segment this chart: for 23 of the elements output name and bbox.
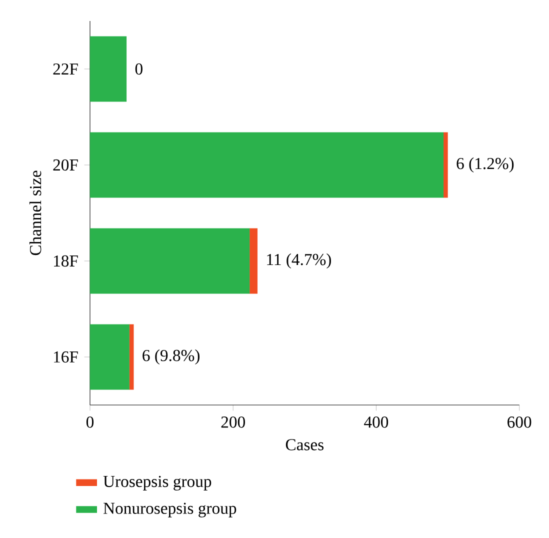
y-tick-label: 20F (53, 159, 78, 171)
y-tick-label: 18F (54, 255, 78, 267)
data-label: 11 (4.7%) (267, 253, 331, 269)
bar (249, 228, 258, 294)
x-tick-label: 600 (508, 416, 532, 428)
data-label: 6 (9.8%) (142, 349, 200, 365)
bar (129, 324, 134, 390)
bar (443, 132, 448, 198)
legend-label: Nonurosepsis group (103, 502, 236, 518)
bar (90, 228, 250, 294)
x-axis-title: Cases (286, 439, 324, 450)
y-tick-label: 16F (54, 351, 78, 363)
y-tick-label: 22F (53, 63, 78, 75)
x-tick-label: 0 (86, 416, 94, 428)
bar (90, 324, 130, 390)
bar (90, 36, 127, 102)
x-tick-label: 200 (221, 416, 245, 428)
data-label: 0 (135, 63, 142, 75)
x-tick-label: 400 (364, 416, 388, 428)
y-axis-title: Channel size (29, 170, 42, 256)
legend-label: Urosepsis group (103, 476, 212, 490)
data-label: 6 (1.2%) (456, 157, 514, 173)
bar (90, 132, 444, 198)
